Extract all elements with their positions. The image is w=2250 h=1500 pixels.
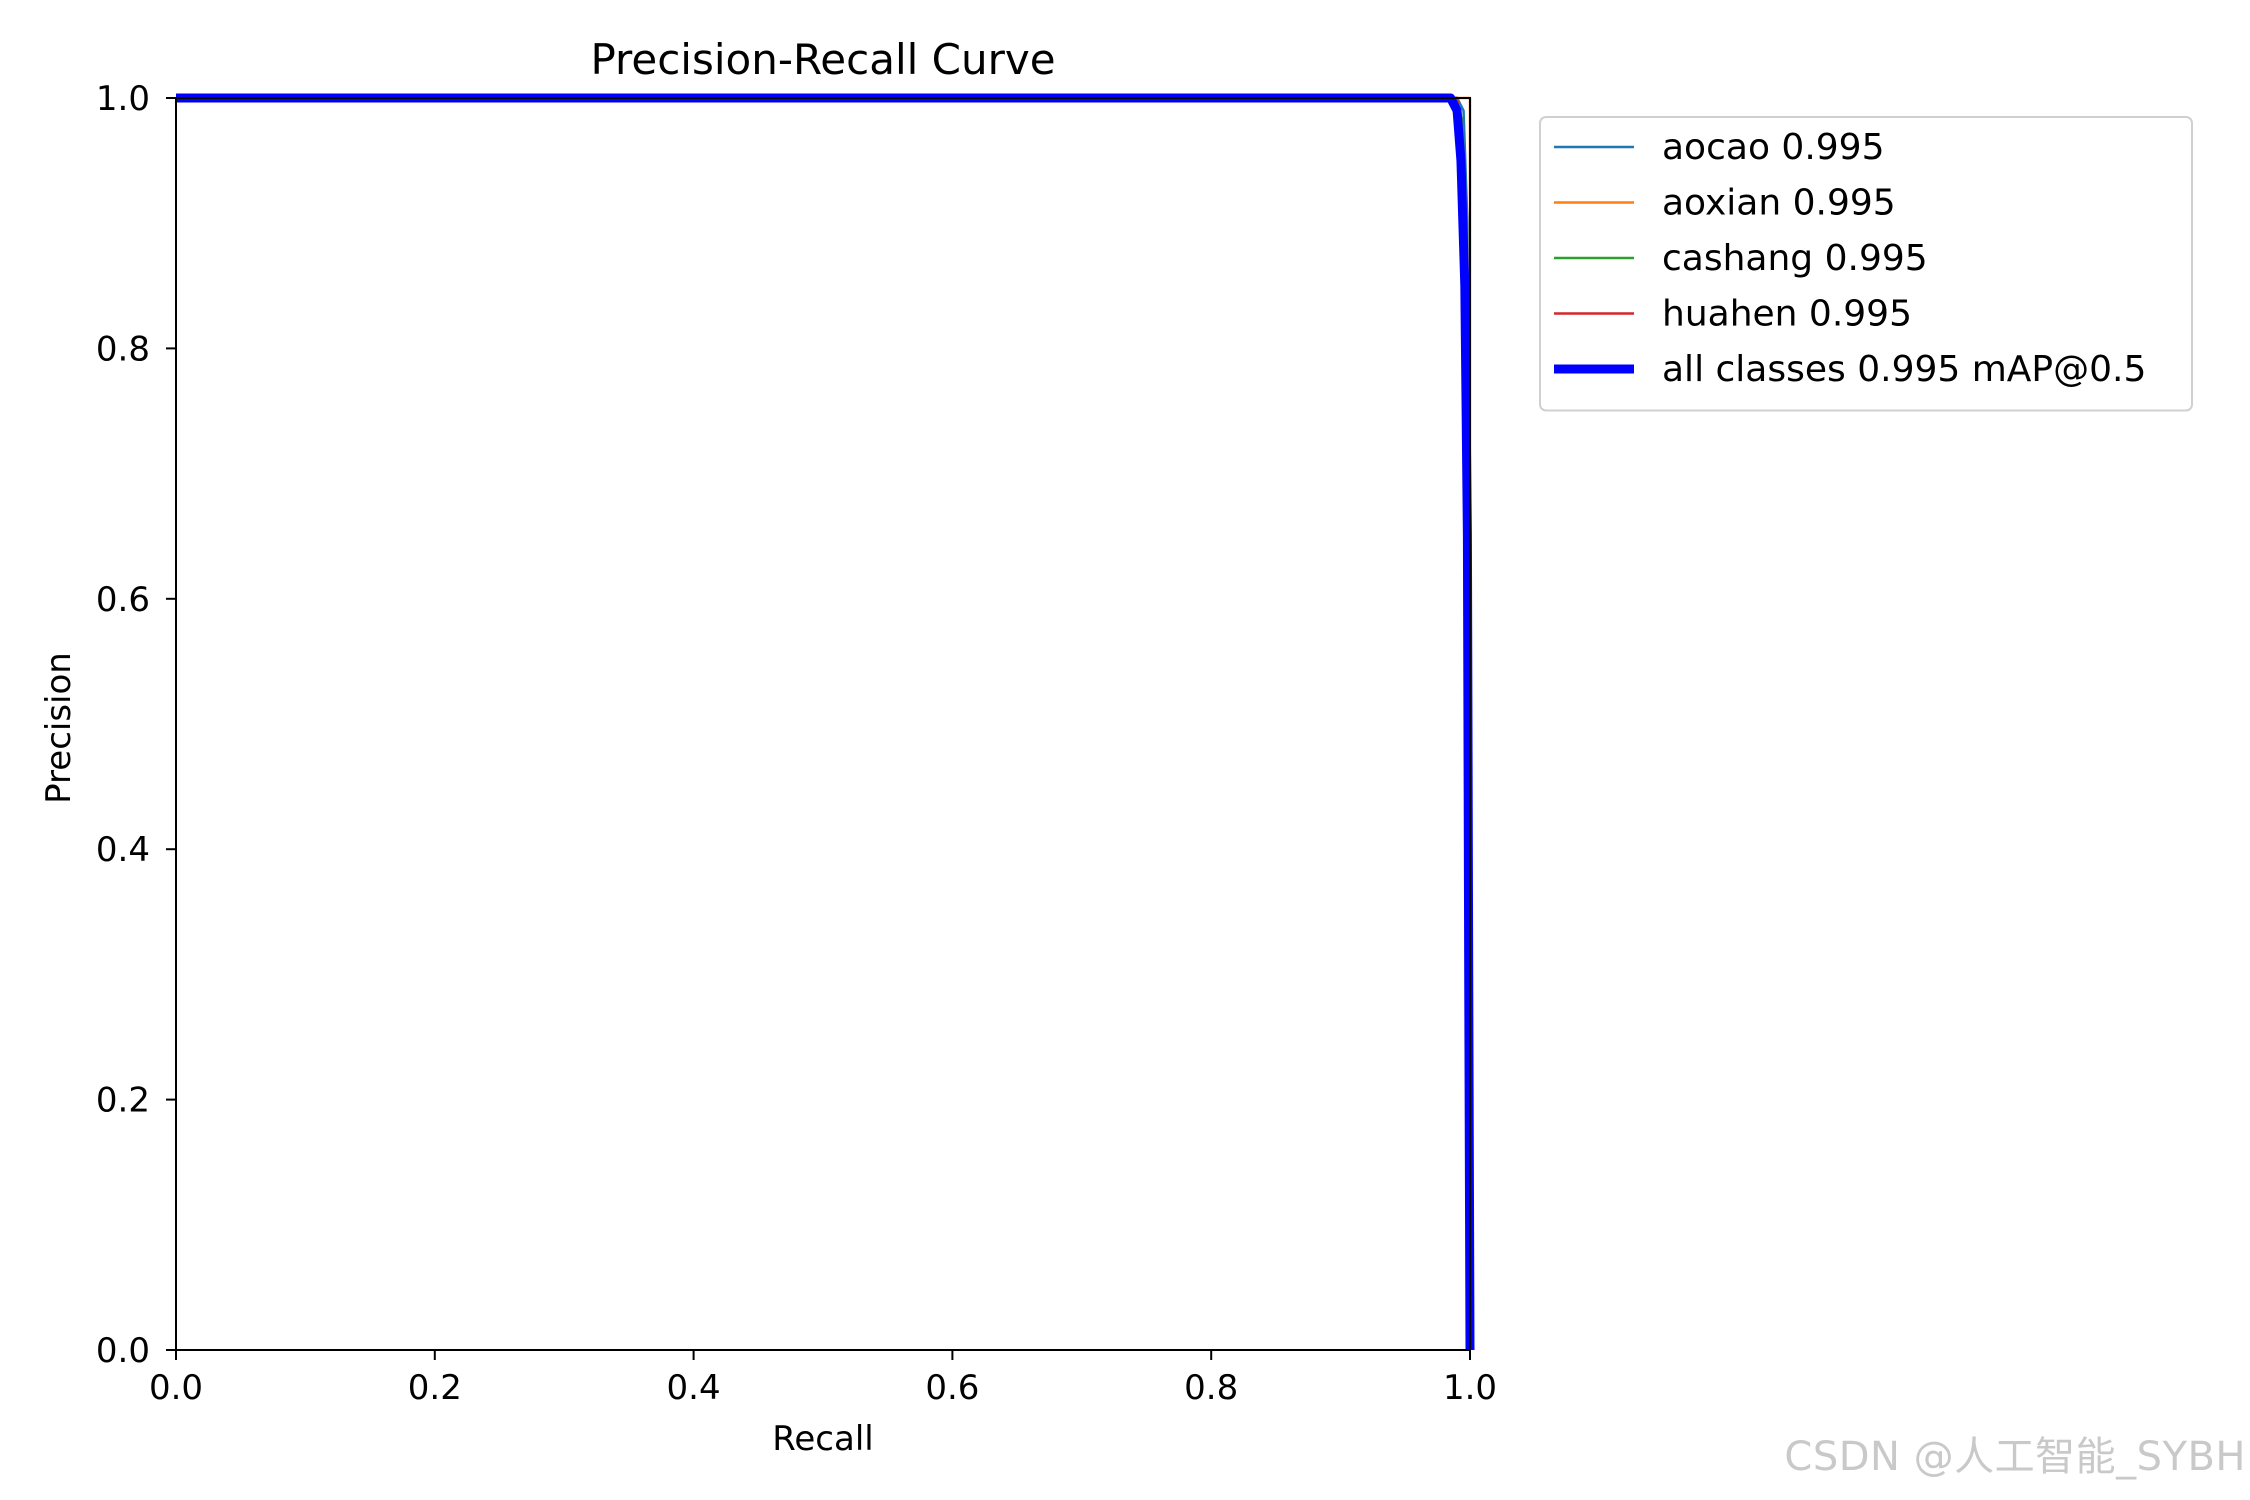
legend-entry-label: aocao 0.995	[1662, 127, 1884, 168]
y-tick-label: 0.2	[96, 1081, 150, 1121]
y-tick-label: 0.4	[96, 830, 150, 870]
y-axis-label: Precision	[39, 652, 79, 804]
y-tick-label: 0.6	[96, 580, 150, 620]
x-tick-label: 0.6	[925, 1368, 979, 1408]
x-tick-label: 1.0	[1443, 1368, 1497, 1408]
watermark: CSDN @人工智能_SYBH	[1784, 1434, 2246, 1480]
y-tick-label: 0.0	[96, 1331, 150, 1371]
x-tick-label: 0.4	[667, 1368, 721, 1408]
plot-area: 0.0 0.2 0.4 0.6 0.8 1.0 0.0 0.2 0.4 0.6 0.8 1.0	[96, 79, 1497, 1408]
x-tick-label: 0.8	[1184, 1368, 1238, 1408]
y-tick-label: 0.8	[96, 329, 150, 369]
plot-frame	[175, 97, 1471, 1351]
legend-box	[1539, 116, 2193, 412]
legend-entry-label: all classes 0.995 mAP@0.5	[1662, 349, 2146, 390]
x-tick-label: 0.0	[149, 1368, 203, 1408]
y-tick-label: 1.0	[96, 79, 150, 119]
legend-entry-label: aoxian 0.995	[1662, 183, 1896, 224]
x-tick-label: 0.2	[408, 1368, 462, 1408]
legend: aocao 0.995 aoxian 0.995 cashang 0.995 huah…	[1539, 116, 2193, 412]
series-line-all	[176, 93, 1475, 1351]
legend-entry-label: huahen 0.995	[1662, 294, 1912, 335]
legend-entry-label: cashang 0.995	[1662, 238, 1928, 279]
chart-title: Precision-Recall Curve	[590, 35, 1055, 84]
x-axis-label: Recall	[772, 1419, 873, 1459]
